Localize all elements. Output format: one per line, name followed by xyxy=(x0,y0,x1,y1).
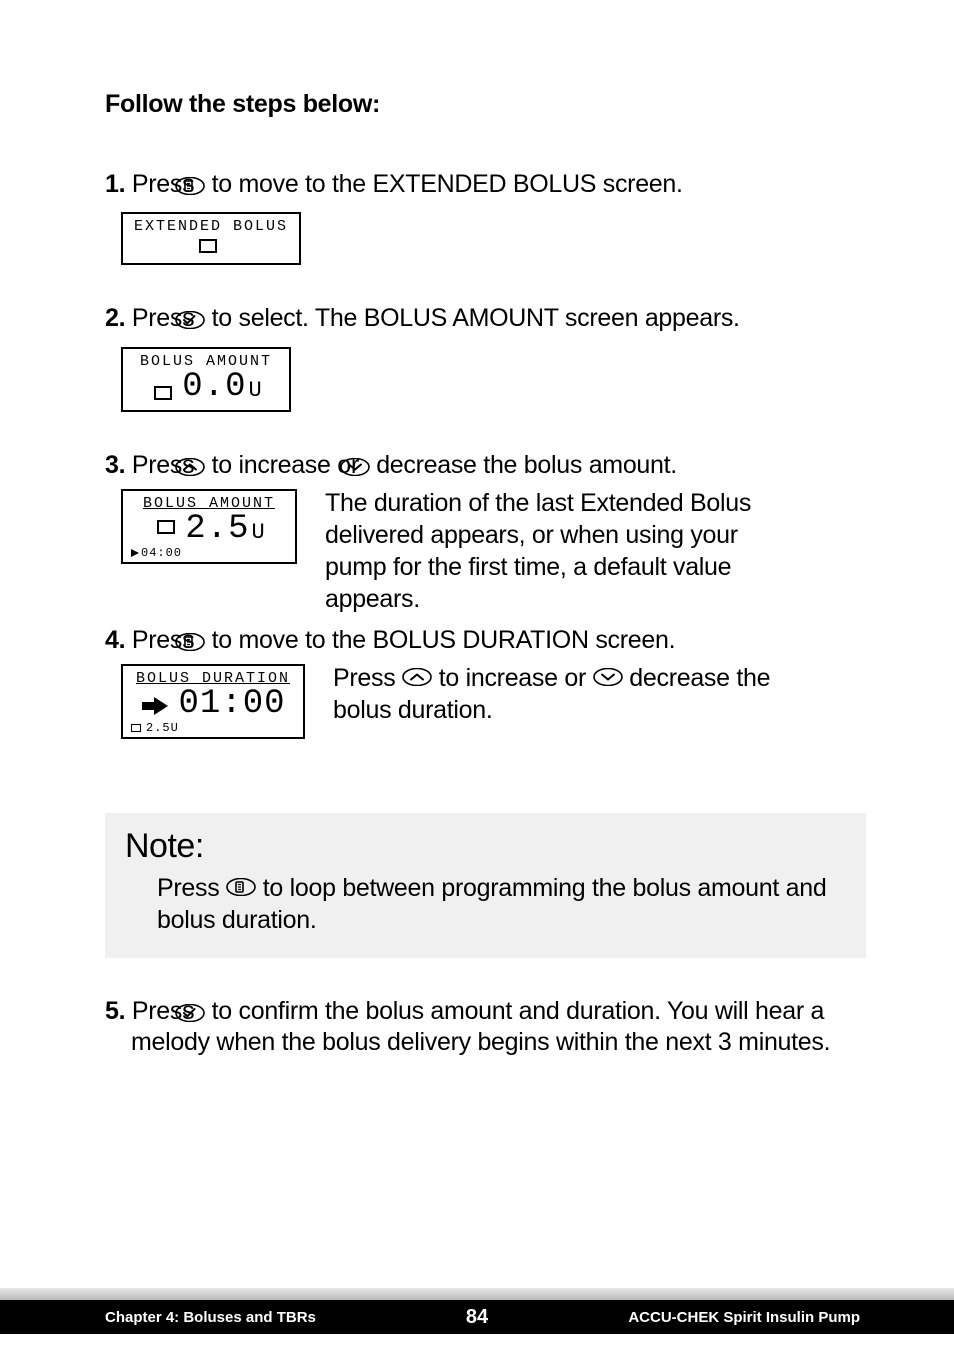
lcd-subtext: 04:00 xyxy=(141,546,182,560)
footer-chapter: Chapter 4: Boluses and TBRs xyxy=(105,1309,316,1326)
step-4: 4. Press to move to the BOLUS DURATION s… xyxy=(105,625,866,656)
manual-page: Follow the steps below: 1. Press to move… xyxy=(0,0,954,1354)
text: to move to the EXTENDED BOLUS screen. xyxy=(212,170,683,198)
menu-icon xyxy=(201,177,205,195)
lcd-bolus-duration: BOLUS DURATION 01:00 2.5U xyxy=(121,664,305,739)
step-1: 1. Press to move to the EXTENDED BOLUS s… xyxy=(105,169,866,200)
lcd-title: EXTENDED BOLUS xyxy=(123,214,299,235)
step-2: 2. Press to select. The BOLUS AMOUNT scr… xyxy=(105,303,866,334)
footer-bar: Chapter 4: Boluses and TBRs 84 ACCU-CHEK… xyxy=(0,1300,954,1334)
lcd-title: BOLUS AMOUNT xyxy=(123,491,295,512)
extended-bolus-glyph xyxy=(199,239,217,253)
note-body: Press to loop between programming the bo… xyxy=(125,872,836,936)
step-5: 5. Press to confirm the bolus amount and… xyxy=(105,996,866,1059)
step-3-row: BOLUS AMOUNT 2.5 U 04:00 The duration of… xyxy=(105,485,866,615)
extended-bolus-glyph xyxy=(157,520,175,534)
check-icon xyxy=(201,1004,205,1022)
text: Press xyxy=(157,874,219,902)
extended-bolus-glyph xyxy=(131,724,141,732)
step-4-row: BOLUS DURATION 01:00 2.5U Press to incre… xyxy=(105,660,866,777)
step-3: 3. Press to increase or decrease the bol… xyxy=(105,450,866,481)
text: to loop between programming the bolus am… xyxy=(157,874,826,934)
menu-icon xyxy=(226,878,256,896)
lcd-subvalue: 2.5U xyxy=(131,721,179,735)
up-icon xyxy=(201,458,205,476)
down-icon xyxy=(366,458,370,476)
note-title: Note: xyxy=(125,827,836,866)
text: to move to the BOLUS DURATION screen. xyxy=(212,626,676,654)
extended-bolus-glyph xyxy=(154,386,172,400)
step-4-side-text: Press to increase or decrease the bolus … xyxy=(333,660,813,726)
lcd-extended-bolus: EXTENDED BOLUS xyxy=(121,212,301,265)
footer-gradient xyxy=(0,1288,954,1300)
menu-icon xyxy=(201,633,205,651)
lcd-bolus-amount-0: BOLUS AMOUNT 0.0 U xyxy=(121,347,291,412)
note-box: Note: Press to loop between programming … xyxy=(105,813,866,958)
up-icon xyxy=(402,668,432,686)
page-footer: Chapter 4: Boluses and TBRs 84 ACCU-CHEK… xyxy=(0,1288,954,1334)
step-number: 4. xyxy=(105,626,125,654)
down-icon xyxy=(593,668,623,686)
text: to select. The BOLUS AMOUNT screen appea… xyxy=(212,304,740,332)
lcd-unit: U xyxy=(250,522,265,546)
lcd-title: BOLUS AMOUNT xyxy=(123,349,289,370)
lcd-value: 2.5 xyxy=(185,512,249,546)
lcd-bolus-amount-25: BOLUS AMOUNT 2.5 U 04:00 xyxy=(121,489,297,564)
check-icon xyxy=(201,311,205,329)
lcd-subvalue: 04:00 xyxy=(131,546,182,560)
step-number: 3. xyxy=(105,451,125,479)
text: Press xyxy=(333,664,395,692)
text: decrease the bolus amount. xyxy=(376,451,677,479)
arrow-icon xyxy=(142,697,170,715)
lcd-subtext: 2.5U xyxy=(146,721,179,735)
lcd-unit: U xyxy=(247,380,262,404)
footer-product: ACCU-CHEK Spirit Insulin Pump xyxy=(628,1309,860,1326)
step-number: 5. xyxy=(105,997,125,1025)
step-3-side-text: The duration of the last Extended Bolus … xyxy=(325,485,805,615)
text: to confirm the bolus amount and duration… xyxy=(131,997,830,1056)
lcd-value: 0.0 xyxy=(182,370,246,404)
text: to increase or xyxy=(212,451,359,479)
text: to increase or xyxy=(439,664,586,692)
section-heading: Follow the steps below: xyxy=(105,90,866,119)
lcd-title: BOLUS DURATION xyxy=(123,666,303,687)
footer-page-number: 84 xyxy=(466,1306,488,1329)
arrow-icon xyxy=(131,549,139,557)
step-number: 2. xyxy=(105,304,125,332)
lcd-value: 01:00 xyxy=(178,687,285,721)
step-number: 1. xyxy=(105,170,125,198)
